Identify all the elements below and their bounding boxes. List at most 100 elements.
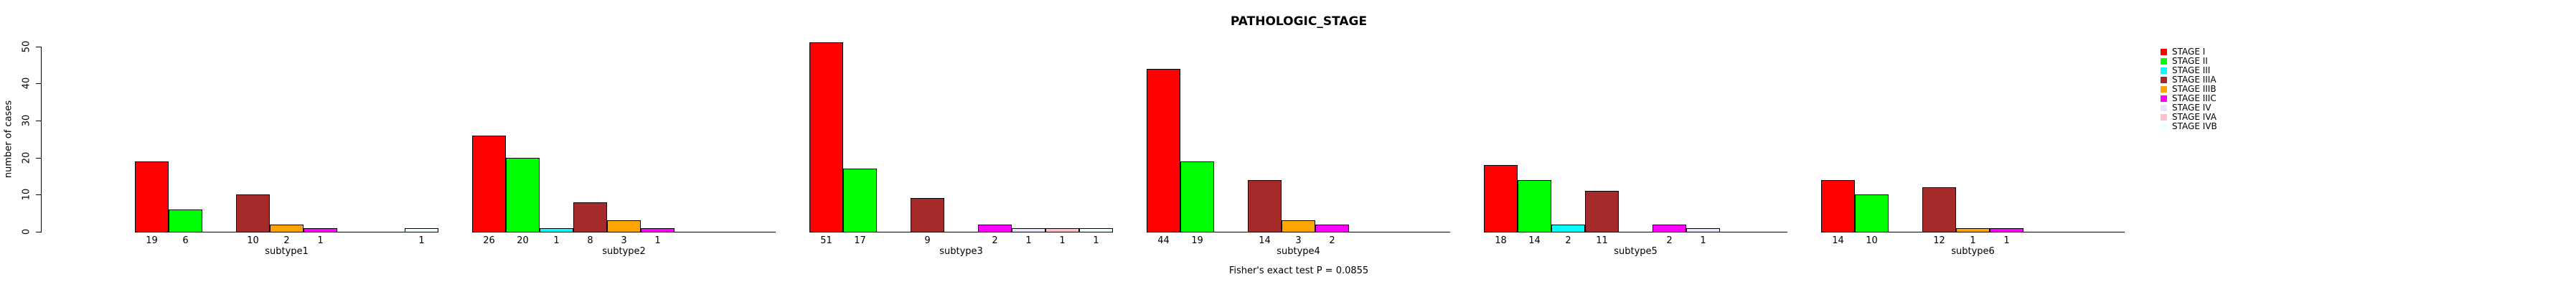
bar (1956, 227, 1990, 232)
bar-value-label: 11 (1596, 235, 1608, 246)
bar-value-label: 1 (1059, 235, 1066, 246)
bar-value-label: 12 (1933, 235, 1945, 246)
legend-item: STAGE IVB (2161, 122, 2217, 131)
legend-label: STAGE III (2172, 65, 2211, 75)
bar-value-label: 14 (1259, 235, 1271, 246)
group-label: subtype5 (1614, 246, 1658, 257)
chart-title: PATHOLOGIC_STAGE (1230, 14, 1368, 29)
bar (405, 227, 438, 232)
legend-item: STAGE III (2161, 66, 2217, 75)
legend-label: STAGE IVB (2172, 121, 2217, 131)
legend-label: STAGE II (2172, 56, 2208, 66)
bar (809, 42, 843, 232)
bar (270, 224, 304, 232)
bar-value-label: 1 (1970, 235, 1976, 246)
bar-value-label: 51 (820, 235, 832, 246)
legend-label: STAGE IVA (2172, 112, 2217, 122)
group-label: subtype3 (939, 246, 983, 257)
bar (1045, 227, 1079, 232)
y-tick-label: 0 (21, 228, 32, 235)
legend-label: STAGE IIIC (2172, 93, 2217, 103)
y-tick-label: 10 (21, 189, 32, 201)
bar (1248, 179, 1282, 232)
y-axis-tick (36, 157, 41, 159)
bar (236, 194, 270, 232)
group-label: subtype2 (602, 246, 646, 257)
bar (1990, 227, 2023, 232)
bar (1922, 187, 1956, 232)
y-axis-tick (36, 83, 41, 85)
bar (1585, 191, 1619, 232)
y-axis-label: number of cases (3, 100, 14, 179)
bar (573, 202, 607, 232)
legend-swatch (2161, 67, 2167, 74)
bar (843, 169, 877, 232)
bar-value-label: 2 (992, 235, 998, 246)
bar-value-label: 1 (2003, 235, 2010, 246)
bar-value-label: 1 (317, 235, 324, 246)
legend-item: STAGE IVA (2161, 113, 2217, 122)
bar (304, 227, 337, 232)
bar (1315, 224, 1349, 232)
bar-value-label: 19 (146, 235, 158, 246)
legend-label: STAGE I (2172, 47, 2206, 57)
legend-item: STAGE II (2161, 57, 2217, 66)
bar (978, 224, 1012, 232)
bar-value-label: 3 (1295, 235, 1302, 246)
bar (1855, 194, 1889, 232)
legend-swatch (2161, 58, 2167, 65)
legend-swatch (2161, 105, 2167, 111)
legend-label: STAGE IV (2172, 103, 2211, 113)
bar (1653, 224, 1686, 232)
bar (1147, 68, 1180, 232)
bar-value-label: 14 (1528, 235, 1541, 246)
bar-value-label: 19 (1191, 235, 1203, 246)
bar-value-label: 1 (1025, 235, 1032, 246)
bar (911, 198, 944, 232)
bar (472, 135, 506, 232)
bar-value-label: 17 (854, 235, 866, 246)
bar (169, 209, 202, 232)
bar (1518, 179, 1551, 232)
legend-label: STAGE IIIA (2172, 75, 2217, 85)
bar (1012, 227, 1045, 232)
legend-item: STAGE I (2161, 47, 2217, 57)
bar-value-label: 3 (621, 235, 627, 246)
bar-value-label: 1 (553, 235, 560, 246)
bar (1180, 161, 1214, 232)
bar (1686, 227, 1720, 232)
bar (1821, 179, 1855, 232)
bar-value-label: 1 (1093, 235, 1099, 246)
bar (135, 161, 169, 232)
bar-value-label: 2 (1666, 235, 1673, 246)
bar-value-label: 2 (1329, 235, 1335, 246)
bar-value-label: 14 (1832, 235, 1844, 246)
bar-value-label: 20 (517, 235, 529, 246)
bar (1551, 224, 1585, 232)
y-tick-label: 30 (21, 114, 32, 127)
legend-swatch (2161, 86, 2167, 93)
bar-value-label: 1 (1700, 235, 1706, 246)
y-tick-label: 50 (21, 40, 32, 52)
y-tick-label: 40 (21, 77, 32, 90)
bar (540, 227, 573, 232)
bar-value-label: 1 (654, 235, 661, 246)
chart-subtitle: Fisher's exact test P = 0.0855 (1228, 265, 1369, 276)
legend-item: STAGE IV (2161, 103, 2217, 113)
bar-value-label: 10 (247, 235, 259, 246)
bar-value-label: 9 (924, 235, 931, 246)
legend-swatch (2161, 77, 2167, 83)
legend-swatch (2161, 49, 2167, 55)
bar-value-label: 8 (587, 235, 593, 246)
bar-value-label: 18 (1495, 235, 1507, 246)
legend-label: STAGE IIIB (2172, 84, 2217, 94)
legend: STAGE I STAGE II STAGE III STAGE IIIA STAGE … (2161, 47, 2217, 131)
bar-value-label: 6 (182, 235, 189, 246)
bar-value-label: 26 (483, 235, 495, 246)
legend-item: STAGE IIIB (2161, 85, 2217, 94)
bar (1484, 164, 1518, 232)
bar (1079, 227, 1113, 232)
bar (607, 220, 641, 232)
legend-item: STAGE IIIA (2161, 75, 2217, 85)
